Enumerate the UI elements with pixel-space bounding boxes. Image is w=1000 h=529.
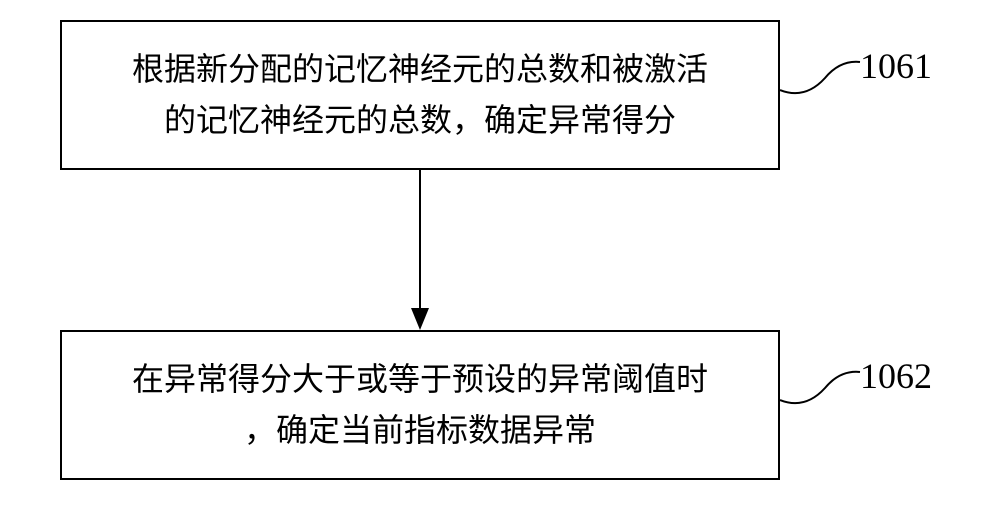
connector-curve-2 — [780, 360, 870, 420]
flowchart-node-1: 根据新分配的记忆神经元的总数和被激活 的记忆神经元的总数，确定异常得分 — [60, 20, 780, 170]
node-1-line2: 的记忆神经元的总数，确定异常得分 — [164, 102, 676, 138]
flowchart-container: 根据新分配的记忆神经元的总数和被激活 的记忆神经元的总数，确定异常得分 1061… — [0, 0, 1000, 529]
node-2-text: 在异常得分大于或等于预设的异常阈值时 ，确定当前指标数据异常 — [132, 354, 708, 456]
flow-arrow — [380, 170, 460, 330]
node-2-line2: ，确定当前指标数据异常 — [244, 412, 596, 448]
node-1-line1: 根据新分配的记忆神经元的总数和被激活 — [132, 51, 708, 87]
flowchart-node-2: 在异常得分大于或等于预设的异常阈值时 ，确定当前指标数据异常 — [60, 330, 780, 480]
node-1-label: 1061 — [860, 45, 932, 87]
connector-curve-1 — [780, 50, 870, 110]
node-2-line1: 在异常得分大于或等于预设的异常阈值时 — [132, 361, 708, 397]
node-2-label: 1062 — [860, 355, 932, 397]
node-1-text: 根据新分配的记忆神经元的总数和被激活 的记忆神经元的总数，确定异常得分 — [132, 44, 708, 146]
